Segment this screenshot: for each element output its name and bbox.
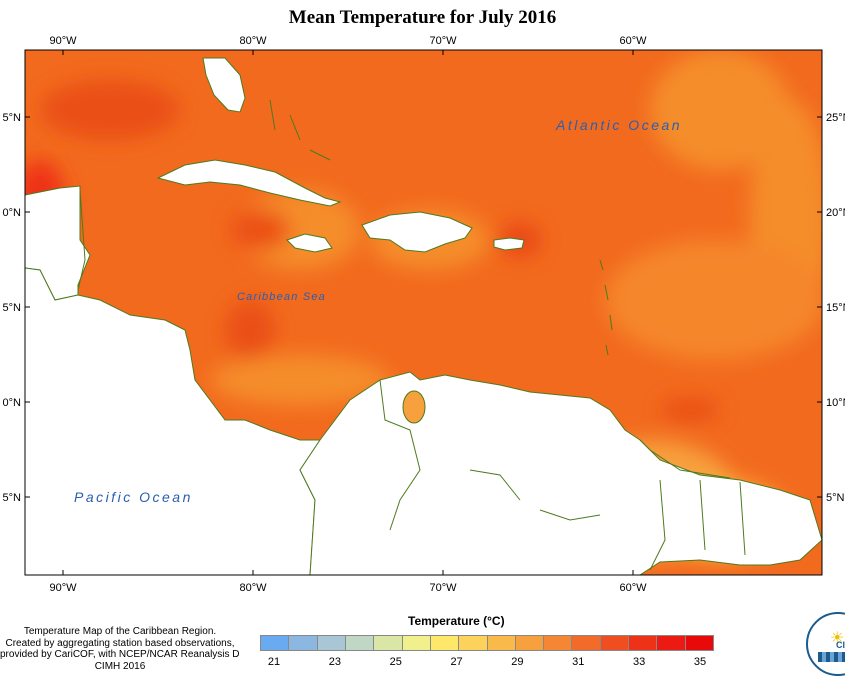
lat-label-right-5n: 5°N: [826, 492, 845, 504]
legend-tick-label: 31: [572, 656, 585, 668]
puerto-rico-land: [493, 237, 525, 251]
legend-swatch: [317, 636, 346, 650]
lat-label-left-1: 5°N: [3, 112, 22, 124]
legend-colorbar: [260, 635, 714, 651]
legend-tick-label: 33: [633, 656, 646, 668]
lon-label-bottom-60w: 60°W: [619, 582, 647, 594]
lat-label-right-10n: 10°N: [826, 397, 845, 409]
legend-swatch: [685, 636, 713, 650]
atlantic-ocean-label: Atlantic Ocean: [555, 117, 682, 133]
legend-swatch: [261, 636, 290, 650]
south-america-land: [299, 371, 822, 575]
lon-label-bottom-80w: 80°W: [239, 582, 267, 594]
legend-swatch: [430, 636, 460, 650]
lat-label-left-3: 5°N: [3, 302, 22, 314]
latitude-ticks: 5°N 0°N 5°N 0°N 5°N 25°N 20°N 15°N 10°N …: [3, 112, 845, 504]
coastline-details: [77, 99, 746, 571]
lon-label-bottom-70w: 70°W: [429, 582, 457, 594]
pacific-ocean-label: Pacific Ocean: [74, 489, 193, 505]
legend-swatch: [600, 636, 630, 650]
map-frame: [24, 49, 823, 576]
legend-swatch: [487, 636, 516, 650]
legend-swatch: [459, 636, 488, 650]
credit-line-3: provided by CariCOF, with NCEP/NCAR Rean…: [0, 649, 240, 660]
legend-swatch: [629, 636, 658, 650]
lat-label-right-25n: 25°N: [826, 112, 845, 124]
lon-label-top-70w: 70°W: [429, 35, 457, 47]
lat-label-left-5: 5°N: [3, 492, 22, 504]
lat-label-right-20n: 20°N: [826, 207, 845, 219]
legend-swatch: [572, 636, 601, 650]
legend-tick-label: 23: [328, 656, 341, 668]
lake-maracaibo: [402, 390, 426, 424]
map-title: Mean Temperature for July 2016: [288, 7, 557, 28]
legend-swatch: [402, 636, 431, 650]
legend-tick-label: 35: [693, 656, 707, 668]
legend-swatch: [544, 636, 573, 650]
credit-line-2: Created by aggregating station based obs…: [5, 637, 235, 649]
legend-tick-label: 27: [450, 656, 463, 668]
legend-swatch: [374, 636, 403, 650]
logo-text: CIMH: [836, 640, 845, 650]
credit-line-4: CIMH 2016: [94, 660, 146, 672]
waves-icon: [818, 652, 845, 662]
lon-label-bottom-90w: 90°W: [49, 582, 77, 594]
legend-swatch: [345, 636, 375, 650]
land-masses: [25, 57, 822, 575]
map-credit: Temperature Map of the Caribbean Region.…: [0, 626, 240, 672]
credit-line-1: Temperature Map of the Caribbean Region.: [23, 626, 217, 637]
legend-swatch: [657, 636, 686, 650]
florida-land: [202, 57, 246, 113]
hispaniola-land: [361, 211, 473, 253]
legend-tick-label: 21: [267, 656, 281, 668]
lat-label-left-2: 0°N: [3, 207, 22, 219]
caribbean-sea-label: Caribbean Sea: [237, 291, 326, 303]
legend-tick-label: 29: [511, 656, 524, 668]
legend-tick-label: 25: [389, 656, 402, 668]
cimh-logo: ☀ CIMH: [806, 612, 845, 676]
lat-label-right-15n: 15°N: [826, 302, 845, 314]
sun-icon: ☀: [830, 630, 845, 647]
longitude-ticks: 90°W 80°W 70°W 60°W 90°W 80°W 70°W 60°W: [49, 35, 647, 594]
lon-label-top-90w: 90°W: [49, 35, 77, 47]
legend-swatch: [515, 636, 545, 650]
jamaica-land: [286, 233, 333, 253]
lat-label-left-4: 0°N: [3, 397, 22, 409]
legend-swatch: [289, 636, 318, 650]
legend-title: Temperature (°C): [408, 614, 505, 628]
cuba-land: [156, 159, 342, 207]
lon-label-top-80w: 80°W: [239, 35, 267, 47]
legend-ticks: 21 23 25 27 29 31 33 35: [260, 656, 714, 670]
lon-label-top-60w: 60°W: [619, 35, 647, 47]
